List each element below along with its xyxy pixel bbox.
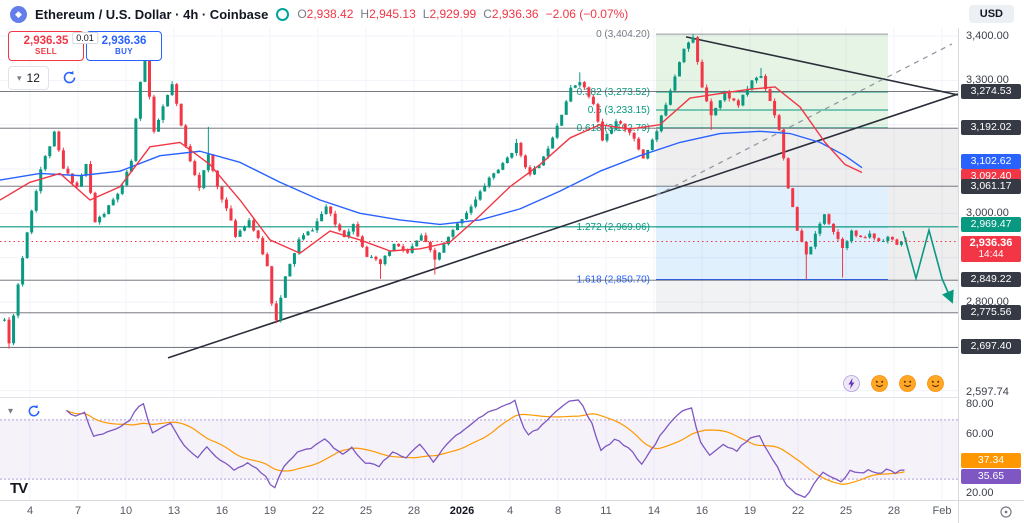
sell-button[interactable]: 2,936.35 SELL [8, 31, 84, 61]
price-scale-label: 3,102.62 [961, 153, 1021, 169]
price-scale-label: 3,000.00 [966, 207, 1009, 220]
tradingview-logo[interactable]: TV [10, 480, 28, 497]
time-axis-label: 28 [407, 505, 421, 517]
price-scale-label: 2,775.56 [961, 304, 1021, 320]
buy-price: 2,936.36 [101, 35, 147, 48]
rsi-scale-label: 20.00 [966, 486, 994, 499]
price-scale-label: 2,969.47 [961, 216, 1021, 232]
time-axis-label: 28 [887, 505, 901, 517]
fib-label: 0.5 (3,233.15) [588, 105, 650, 116]
time-axis-label: 10 [119, 505, 133, 517]
time-axis[interactable]: 4 7 10 13 16 19 22 25 28 2026 4 8 11 14 16 19 22 25 28 Feb [0, 500, 958, 523]
fib-label: 1.272 (2,969.06) [577, 222, 650, 233]
emoji-icon-3[interactable] [927, 375, 944, 392]
change-value: −2.06 (−0.07%) [545, 7, 629, 21]
open-label: O [297, 7, 307, 21]
main-price-pane[interactable]: 0 (3,404.20) 0.382 (3,273.52) 0.5 (3,233.1… [0, 28, 958, 397]
bar-countdown: 14:44 [978, 248, 1004, 260]
lookback-value: 12 [26, 71, 40, 85]
close-value: 2,936.36 [491, 7, 539, 21]
price-axis[interactable]: 3,400.00 3,300.00 3,274.53 3,192.02 3,102.62… [958, 28, 1024, 500]
price-scale-label: 3,192.02 [961, 120, 1021, 136]
buy-button[interactable]: 2,936.36 BUY [86, 31, 162, 61]
refresh-icon[interactable] [27, 404, 41, 418]
time-axis-label: 16 [695, 505, 709, 517]
fib-label: 0.382 (3,273.52) [577, 87, 650, 98]
time-axis-label: 22 [791, 505, 805, 517]
ethereum-logo-icon: ◆ [10, 5, 27, 23]
rsi-controls: ▾ [8, 404, 41, 418]
rsi-value-badge: 35.65 [961, 468, 1021, 484]
time-axis-label: Feb [932, 505, 952, 517]
time-axis-label: 25 [359, 505, 373, 517]
rsi-pane[interactable]: ▾ [0, 397, 958, 500]
lookback-dropdown[interactable]: ▾ 12 [8, 66, 49, 90]
rsi-chart[interactable] [0, 398, 958, 500]
sell-price: 2,936.35 [23, 35, 69, 48]
live-status-icon [276, 7, 290, 21]
time-axis-label: 14 [647, 505, 661, 517]
trade-widget: 2,936.35 SELL 2,936.36 BUY 0.01 [8, 31, 162, 61]
buy-label: BUY [114, 46, 134, 56]
low-value: 2,929.99 [429, 7, 477, 21]
time-axis-label: 16 [215, 505, 229, 517]
rsi-scale-label: 80.00 [966, 398, 994, 410]
rsi-value-badge: 37.34 [961, 453, 1021, 469]
price-scale-label: 2,697.40 [961, 339, 1021, 355]
rsi-scale-label: 60.00 [966, 427, 994, 440]
refresh-icon [63, 70, 75, 83]
price-scale-label: 2,849.22 [961, 272, 1021, 288]
lightning-icon[interactable] [843, 375, 860, 392]
current-price-value: 2,936.36 [969, 236, 1013, 249]
axis-corner [958, 500, 1024, 523]
spread-value: 0.01 [72, 32, 98, 44]
time-axis-label: 7 [74, 505, 82, 517]
time-axis-label: 19 [263, 505, 277, 517]
emoji-icon-2[interactable] [899, 375, 916, 392]
currency-toggle-button[interactable]: USD [968, 5, 1014, 23]
sell-label: SELL [34, 46, 58, 56]
chevron-down-icon: ▾ [17, 72, 22, 83]
time-axis-label: 19 [743, 505, 757, 517]
fib-label: 0 (3,404.20) [596, 29, 650, 40]
price-scale-label: 2,597.74 [966, 385, 1009, 398]
price-scale-label: 3,061.17 [961, 179, 1021, 195]
time-axis-label: 22 [311, 505, 325, 517]
time-axis-label: 4 [506, 505, 514, 517]
current-price-badge: 2,936.36 14:44 [961, 235, 1021, 262]
price-scale-label: 3,274.53 [961, 83, 1021, 99]
open-value: 2,938.42 [306, 7, 354, 21]
ohlc-readout: O2,938.42 H2,945.13 L2,929.99 C2,936.36 … [297, 7, 628, 21]
scale-settings-icon[interactable] [999, 505, 1013, 519]
time-axis-label: 11 [600, 505, 612, 517]
emoji-icon-1[interactable] [871, 375, 888, 392]
candlestick-chart[interactable]: 0 (3,404.20) 0.382 (3,273.52) 0.5 (3,233.1… [0, 28, 958, 397]
symbol-title[interactable]: Ethereum / U.S. Dollar · 4h · Coinbase [35, 6, 269, 22]
time-axis-label: 8 [554, 505, 562, 517]
time-axis-label: 13 [167, 505, 181, 517]
high-value: 2,945.13 [369, 7, 416, 21]
price-scale-label: 3,400.00 [966, 29, 1009, 42]
time-axis-label: 2026 [449, 505, 475, 517]
close-label: C [483, 7, 492, 21]
quick-action-icons [843, 375, 944, 392]
top-toolbar: ◆ Ethereum / U.S. Dollar · 4h · Coinbase… [0, 0, 1024, 28]
price-scale-label: 3,300.00 [966, 74, 1009, 87]
chart-area: 0 (3,404.20) 0.382 (3,273.52) 0.5 (3,233.1… [0, 28, 1024, 523]
time-axis-label: 25 [839, 505, 853, 517]
refresh-button[interactable] [58, 66, 80, 88]
low-label: L [422, 7, 430, 21]
high-label: H [360, 7, 370, 21]
collapse-pane-icon[interactable]: ▾ [8, 405, 14, 417]
time-axis-label: 4 [26, 505, 34, 517]
